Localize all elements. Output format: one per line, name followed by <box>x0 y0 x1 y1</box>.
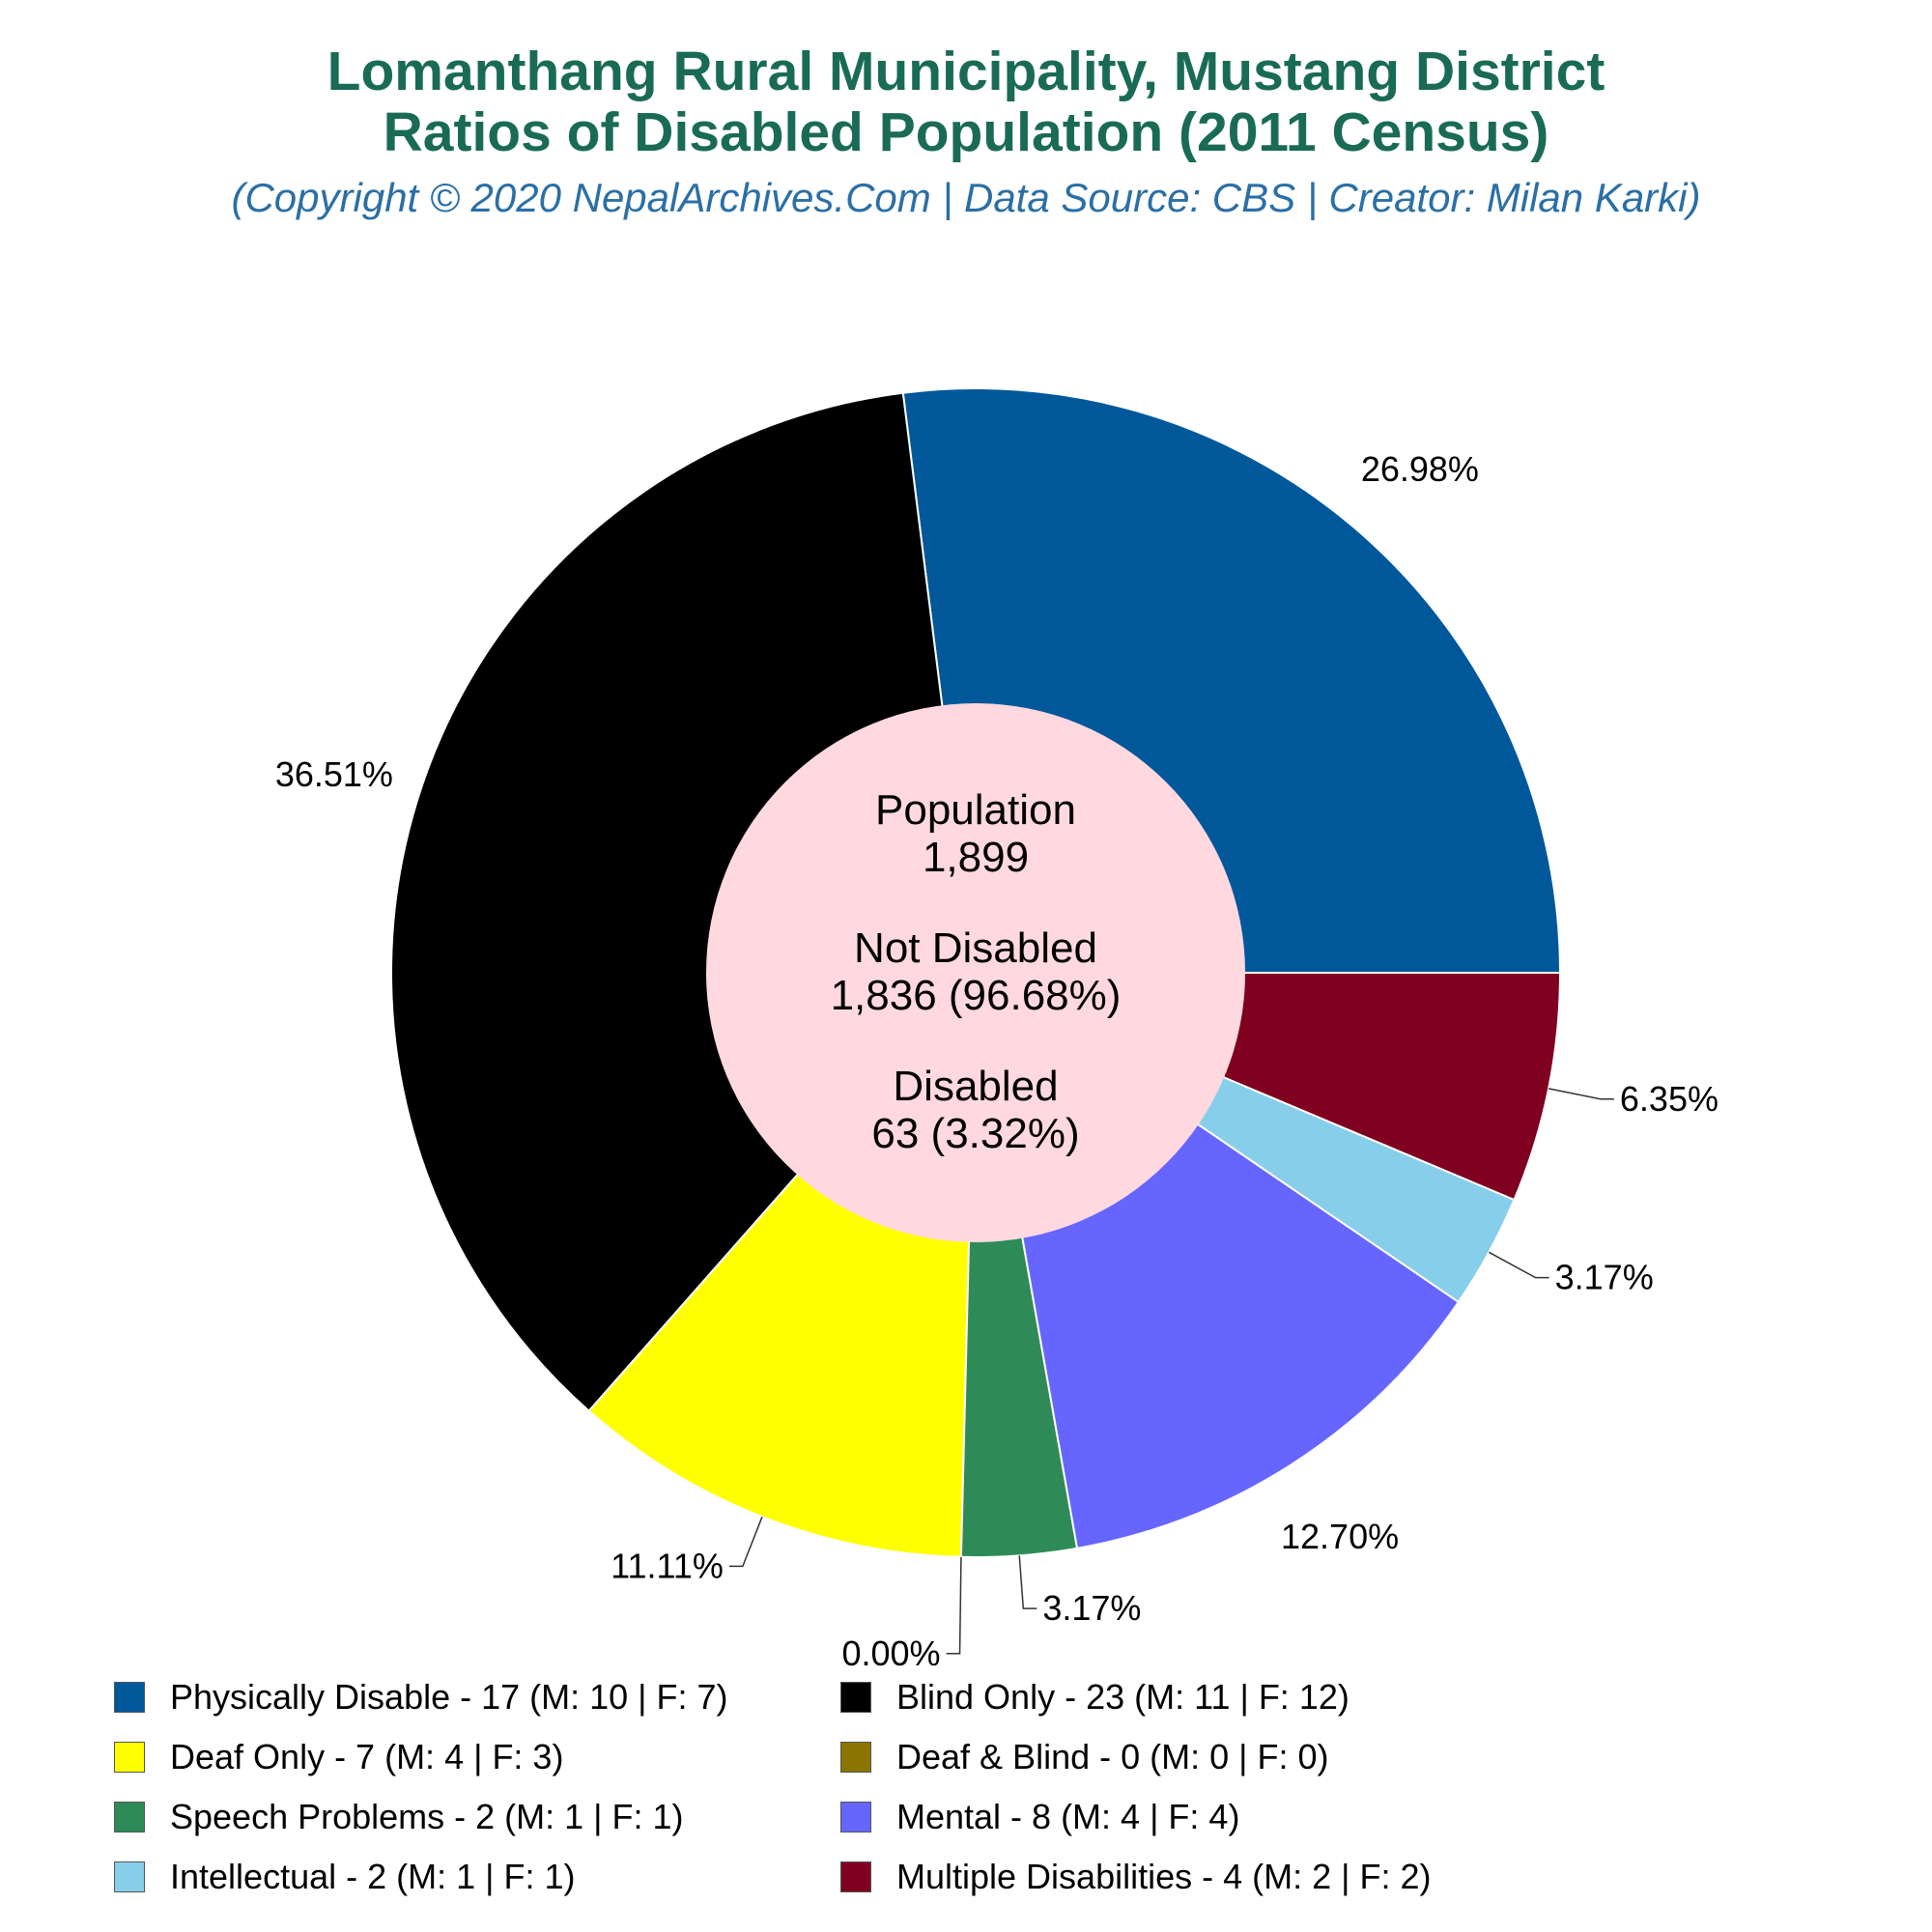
center-disabled-value: 63 (3.32%) <box>871 1110 1079 1157</box>
legend-label-deaf-blind: Deaf & Blind - 0 (M: 0 | F: 0) <box>896 1737 1329 1776</box>
legend-item-mental: Mental - 8 (M: 4 | F: 4) <box>840 1796 1239 1838</box>
percent-label-mental: 12.70% <box>1281 1517 1399 1556</box>
legend-swatch-mental <box>840 1802 871 1833</box>
leader-line-multiple-disabilities <box>1548 1088 1614 1100</box>
legend-item-deaf-blind: Deaf & Blind - 0 (M: 0 | F: 0) <box>840 1736 1329 1778</box>
legend-item-intellectual: Intellectual - 2 (M: 1 | F: 1) <box>114 1856 575 1898</box>
legend-label-deaf-only: Deaf Only - 7 (M: 4 | F: 3) <box>170 1737 564 1776</box>
legend-item-blind-only: Blind Only - 23 (M: 11 | F: 12) <box>840 1676 1350 1719</box>
legend-label-multiple-disabilities: Multiple Disabilities - 4 (M: 2 | F: 2) <box>896 1857 1432 1896</box>
percent-label-blind-only: 36.51% <box>275 754 393 794</box>
legend-item-deaf-only: Deaf Only - 7 (M: 4 | F: 3) <box>114 1736 563 1778</box>
legend-label-speech-problems: Speech Problems - 2 (M: 1 | F: 1) <box>170 1797 684 1836</box>
pie-slice-blind-only <box>390 391 978 1413</box>
legend-label-intellectual: Intellectual - 2 (M: 1 | F: 1) <box>170 1857 576 1896</box>
legend-label-blind-only: Blind Only - 23 (M: 11 | F: 12) <box>896 1677 1350 1717</box>
legend-swatch-intellectual <box>114 1861 145 1892</box>
center-disabled-label: Disabled <box>893 1063 1058 1110</box>
pie-percent-labels: 26.98% 36.51% 11.11% 0.00% 3.17% 12.70% 3.17% 6… <box>275 449 1719 1673</box>
leader-line-intellectual <box>1488 1251 1549 1279</box>
chart-title-line-2: Ratios of Disabled Population (2011 Cens… <box>383 101 1549 163</box>
percent-label-deaf-blind: 0.00% <box>841 1634 940 1673</box>
legend-label-mental: Mental - 8 (M: 4 | F: 4) <box>896 1797 1240 1836</box>
leader-line-speech-problems <box>1018 1555 1037 1609</box>
legend-swatch-speech-problems <box>114 1802 145 1833</box>
center-disc <box>706 703 1245 1242</box>
leader-line-deaf-only <box>728 1516 763 1568</box>
center-not-disabled-label: Not Disabled <box>854 924 1097 972</box>
percent-label-intellectual: 3.17% <box>1555 1258 1654 1297</box>
percent-label-multiple-disabilities: 6.35% <box>1620 1079 1719 1119</box>
center-not-disabled-value: 1,836 (96.68%) <box>831 972 1122 1019</box>
legend-swatch-physically-disable <box>114 1682 145 1713</box>
chart-title-line-1: Lomanthang Rural Municipality, Mustang D… <box>327 41 1605 102</box>
legend-item-physically-disable: Physically Disable - 17 (M: 10 | F: 7) <box>114 1676 728 1719</box>
chart-subtitle: (Copyright © 2020 NepalArchives.Com | Da… <box>231 175 1701 220</box>
pie-leader-lines <box>728 1088 1614 1655</box>
center-population-label: Population <box>875 786 1076 834</box>
legend-label-physically-disable: Physically Disable - 17 (M: 10 | F: 7) <box>170 1677 728 1717</box>
center-population-value: 1,899 <box>923 834 1029 881</box>
percent-label-physically-disable: 26.98% <box>1361 449 1479 489</box>
leader-line-deaf-blind <box>946 1556 962 1655</box>
legend-swatch-deaf-blind <box>840 1742 871 1773</box>
percent-label-deaf-only: 11.11% <box>611 1546 724 1585</box>
legend-swatch-deaf-only <box>114 1742 145 1773</box>
percent-label-speech-problems: 3.17% <box>1042 1588 1141 1628</box>
legend-item-multiple-disabilities: Multiple Disabilities - 4 (M: 2 | F: 2) <box>840 1856 1431 1898</box>
legend-swatch-multiple-disabilities <box>840 1861 871 1892</box>
legend-swatch-blind-only <box>840 1682 871 1713</box>
legend-item-speech-problems: Speech Problems - 2 (M: 1 | F: 1) <box>114 1796 684 1838</box>
